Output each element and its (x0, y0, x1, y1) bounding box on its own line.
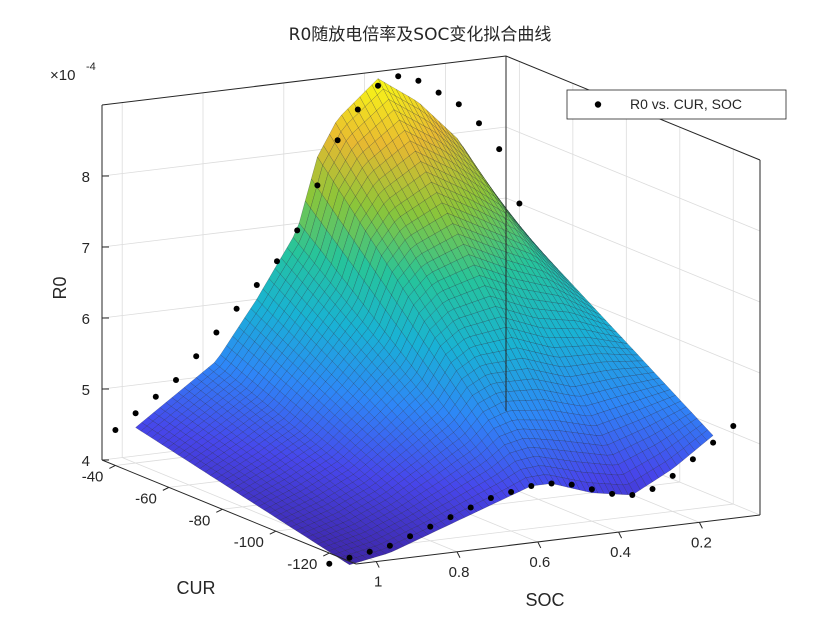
data-point (253, 282, 260, 288)
data-point (294, 227, 301, 234)
data-point (395, 73, 402, 80)
data-point (649, 486, 656, 492)
data-point (326, 560, 333, 567)
legend[interactable]: R0 vs. CUR, SOC (566, 89, 787, 120)
legend-box (566, 89, 787, 120)
data-point (152, 393, 159, 400)
data-point (213, 329, 220, 336)
data-point (386, 542, 393, 549)
x-tick (216, 508, 223, 513)
data-point (548, 480, 555, 487)
chart-title: R0随放电倍率及SOC变化拟合曲线 (289, 25, 552, 45)
y-tick (456, 551, 461, 558)
y-tick (618, 531, 623, 539)
y-tick-label: 0.8 (449, 564, 470, 581)
data-point (508, 489, 515, 495)
data-point (415, 77, 422, 84)
fitted-surface (135, 78, 714, 565)
data-point (528, 483, 535, 489)
data-point (233, 305, 240, 312)
data-point (132, 410, 139, 417)
x-tick-label: -80 (189, 512, 211, 529)
x-tick (162, 486, 170, 491)
data-point (435, 89, 442, 96)
data-point (354, 106, 361, 113)
data-point (447, 514, 454, 521)
tick-labels: -40 -60 -80 -100 -120 1 0.8 0.6 0.4 0.2 4 5 6 7 8 (82, 169, 712, 591)
x-tick (323, 552, 330, 557)
x-tick (269, 530, 277, 535)
data-point (710, 439, 717, 446)
data-point (629, 492, 636, 498)
data-point (689, 456, 696, 463)
x-tick (109, 465, 116, 469)
z-tick-label: 5 (82, 382, 90, 399)
data-point (346, 554, 353, 561)
y-axis-label: SOC (525, 590, 564, 610)
legend-entry: R0 vs. CUR, SOC (630, 96, 742, 112)
data-point (455, 101, 462, 108)
exponent-power: -4 (86, 61, 96, 73)
x-tick-label: -100 (234, 534, 264, 551)
data-point (427, 523, 434, 530)
z-tick-label: 4 (82, 453, 90, 470)
data-point (366, 548, 373, 555)
data-point (375, 82, 381, 89)
data-point (609, 490, 616, 497)
data-point (568, 481, 575, 488)
x-axis-label: CUR (177, 578, 216, 598)
exponent-base: ×10 (50, 67, 75, 84)
data-point (193, 353, 200, 360)
exponent-label: ×10 -4 (50, 61, 96, 84)
data-point (334, 137, 341, 144)
data-point (173, 377, 179, 383)
y-tick (375, 561, 380, 568)
data-point (314, 182, 321, 189)
x-axis-line (101, 459, 357, 565)
data-point (407, 533, 414, 540)
y-tick-label: 0.2 (691, 534, 712, 551)
data-point (274, 258, 280, 265)
data-point (476, 120, 482, 127)
top-back-edge (101, 55, 507, 106)
grid-line-z-wall (505, 126, 761, 232)
grid-line-z-wall (505, 197, 761, 303)
data-point (588, 486, 595, 493)
y-tick (537, 541, 542, 549)
y-tick-label: 1 (374, 574, 382, 591)
data-point (112, 427, 119, 433)
legend-marker (594, 101, 602, 108)
data-point (516, 200, 523, 207)
z-tick-label: 6 (82, 311, 90, 328)
data-point (487, 495, 494, 501)
z-tick-label: 7 (82, 240, 90, 257)
z-axis-label: R0 (50, 276, 70, 299)
data-point (669, 472, 676, 479)
y-tick-label: 0.4 (610, 544, 631, 561)
data-point (730, 423, 737, 429)
z-tick-label: 8 (82, 169, 90, 186)
data-points (112, 73, 737, 567)
axes-box (101, 55, 761, 565)
data-point (467, 504, 474, 511)
x-tick-label: -40 (82, 469, 104, 486)
x-tick-label: -60 (135, 490, 157, 507)
data-point (496, 146, 503, 153)
x-tick-label: -120 (287, 556, 317, 573)
y-axis-line (355, 514, 761, 565)
y-tick (698, 522, 703, 529)
y-tick-label: 0.6 (529, 554, 550, 571)
